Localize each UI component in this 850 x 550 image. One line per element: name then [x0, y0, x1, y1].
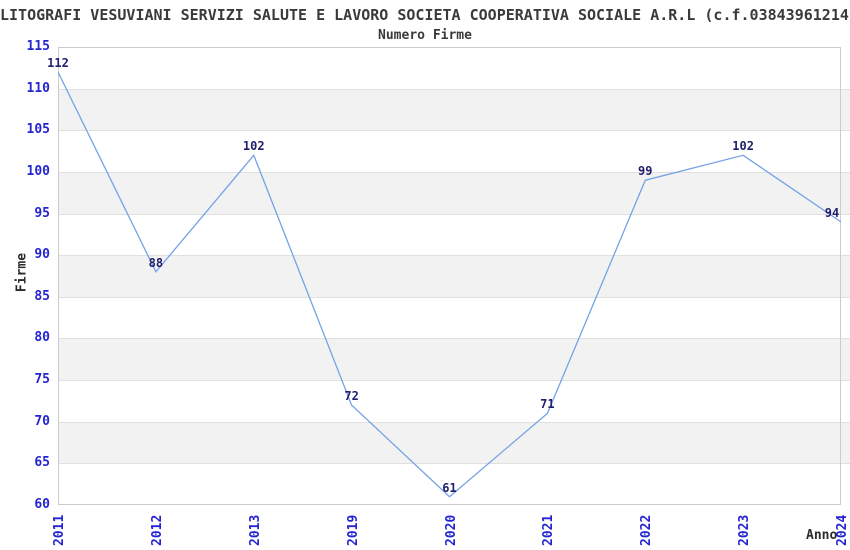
y-tick-label: 90 — [34, 247, 50, 263]
x-tick-label: 2012 — [149, 514, 165, 546]
plot-band — [58, 47, 850, 89]
plot-band — [58, 88, 850, 131]
plot-bands-layer — [58, 47, 850, 505]
data-label: 94 — [824, 205, 840, 220]
data-label: 112 — [47, 55, 69, 70]
data-label: 99 — [638, 164, 653, 179]
data-label: 102 — [732, 139, 754, 154]
gridline — [58, 130, 850, 132]
plot-band — [58, 296, 850, 339]
y-tick-label: 95 — [34, 205, 50, 221]
plot-band — [58, 171, 850, 214]
data-label: 71 — [540, 397, 555, 412]
y-tick-label: 85 — [34, 288, 50, 304]
gridline — [58, 338, 850, 340]
plot-band — [58, 463, 850, 505]
x-tick-label: 2023 — [737, 514, 753, 546]
y-tick-label: 110 — [26, 80, 50, 96]
plot-band — [58, 255, 850, 297]
data-label: 102 — [242, 139, 265, 154]
gridline — [58, 463, 850, 465]
line-series-svg — [58, 71, 841, 498]
plot-band — [58, 130, 850, 172]
gridline — [58, 213, 850, 215]
gridline — [58, 255, 850, 257]
plot-band — [58, 213, 850, 256]
chart-title: LITOGRAFI VESUVIANI SERVIZI SALUTE E LAV… — [0, 6, 850, 24]
x-tick-label: 2011 — [52, 514, 67, 546]
chart-subtitle: Numero Firme — [378, 28, 472, 43]
gridline — [58, 171, 850, 173]
y-tick-label: 105 — [26, 122, 50, 138]
y-tick-label: 70 — [34, 413, 50, 429]
plot-band — [58, 338, 850, 381]
plot-area-border — [58, 47, 841, 505]
gridline — [58, 421, 850, 423]
plot-band — [58, 380, 850, 422]
data-label: 88 — [148, 255, 164, 270]
x-axis-title: Anno — [806, 528, 838, 543]
y-tick-label: 115 — [26, 39, 50, 54]
gridline — [58, 296, 850, 298]
data-label: 72 — [344, 389, 359, 404]
data-label: 61 — [442, 480, 457, 495]
x-tick-label: 2020 — [443, 514, 459, 546]
x-tick-label: 2021 — [541, 514, 557, 546]
x-tick-label: 2013 — [247, 514, 263, 546]
plot-band — [58, 421, 850, 464]
x-tick-label: 2019 — [345, 514, 361, 546]
y-tick-label: 65 — [34, 455, 50, 471]
y-tick-label: 75 — [34, 372, 50, 388]
y-tick-label: 60 — [34, 497, 50, 512]
y-tick-label: 100 — [26, 163, 50, 179]
y-tick-label: 80 — [34, 330, 50, 346]
gridline — [58, 88, 850, 90]
trend-line — [58, 71, 841, 498]
x-tick-label: 2022 — [639, 514, 655, 546]
gridline — [58, 380, 850, 382]
